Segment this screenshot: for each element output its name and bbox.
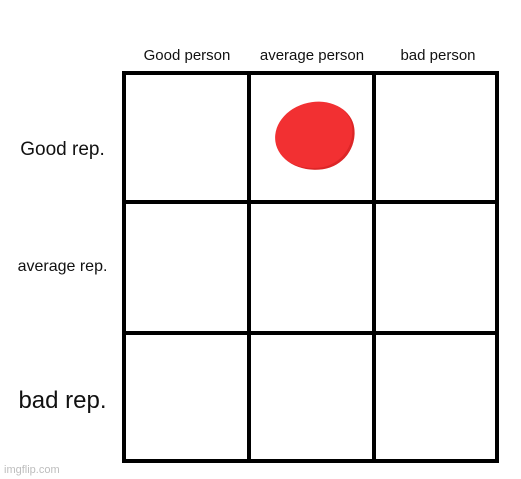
cell-bad-rep-bad-person	[376, 335, 497, 460]
row-label-bad-rep: bad rep.	[18, 387, 107, 414]
column-label-good-person: Good person	[143, 47, 231, 64]
cell-average-rep-average-person	[251, 204, 372, 329]
cell-average-rep-good-person	[126, 204, 247, 329]
cell-good-rep-bad-person	[376, 75, 497, 200]
cell-average-rep-bad-person	[376, 204, 497, 329]
cell-bad-rep-average-person	[251, 335, 372, 460]
imgflip-watermark: imgflip.com	[4, 464, 60, 476]
grid-divider-vertical-1	[247, 75, 251, 459]
column-label-bad-person: bad person	[400, 47, 476, 64]
column-label-average-person: average person	[259, 47, 365, 64]
grid-divider-horizontal-2	[126, 331, 495, 335]
row-label-average-rep: average rep.	[17, 258, 108, 275]
cell-good-rep-good-person	[126, 75, 247, 200]
grid-divider-vertical-2	[372, 75, 376, 459]
cell-bad-rep-good-person	[126, 335, 247, 460]
row-label-good-rep: Good rep.	[20, 139, 105, 160]
grid-divider-horizontal-1	[126, 200, 495, 204]
